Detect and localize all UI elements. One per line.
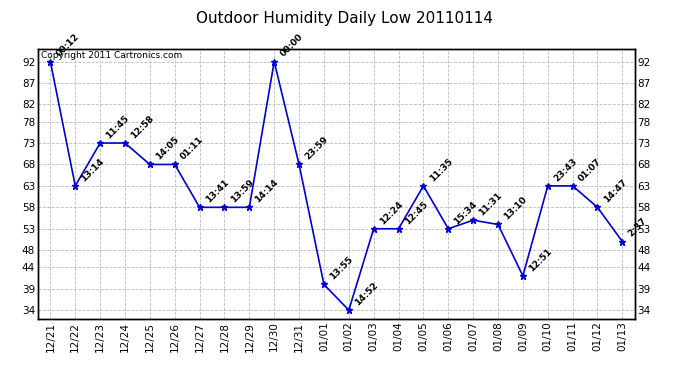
Text: Outdoor Humidity Daily Low 20110114: Outdoor Humidity Daily Low 20110114 bbox=[197, 11, 493, 26]
Text: 13:55: 13:55 bbox=[328, 255, 355, 282]
Text: 13:41: 13:41 bbox=[204, 178, 230, 204]
Text: 12:24: 12:24 bbox=[378, 199, 404, 226]
Text: 11:31: 11:31 bbox=[477, 191, 504, 217]
Text: 12:45: 12:45 bbox=[403, 199, 429, 226]
Text: 01:07: 01:07 bbox=[577, 157, 603, 183]
Text: 12:58: 12:58 bbox=[129, 114, 156, 140]
Text: 23:43: 23:43 bbox=[552, 156, 579, 183]
Text: 12:51: 12:51 bbox=[527, 246, 553, 273]
Text: 15:34: 15:34 bbox=[453, 199, 479, 226]
Text: 11:45: 11:45 bbox=[104, 114, 131, 140]
Text: 23:59: 23:59 bbox=[303, 135, 330, 162]
Text: Copyright 2011 Cartronics.com: Copyright 2011 Cartronics.com bbox=[41, 51, 182, 60]
Text: 00:00: 00:00 bbox=[278, 33, 304, 59]
Text: 2:37: 2:37 bbox=[627, 216, 649, 239]
Text: 14:05: 14:05 bbox=[154, 135, 181, 162]
Text: 11:35: 11:35 bbox=[428, 156, 454, 183]
Text: 13:14: 13:14 bbox=[79, 156, 106, 183]
Text: 14:14: 14:14 bbox=[253, 178, 280, 204]
Text: 13:59: 13:59 bbox=[228, 178, 255, 204]
Text: 14:47: 14:47 bbox=[602, 178, 629, 204]
Text: 00:12: 00:12 bbox=[55, 32, 81, 59]
Text: 13:10: 13:10 bbox=[502, 195, 529, 222]
Text: 14:52: 14:52 bbox=[353, 281, 380, 308]
Text: 01:11: 01:11 bbox=[179, 135, 206, 162]
